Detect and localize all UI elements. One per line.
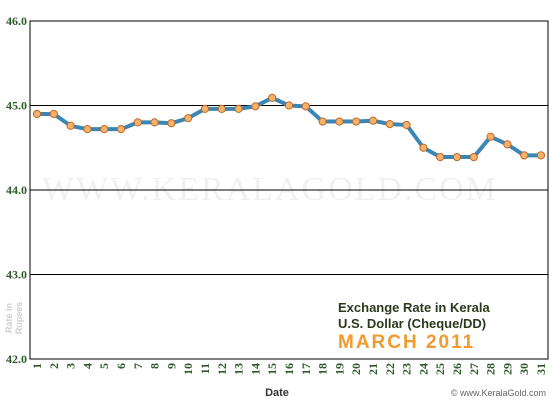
x-tick-label: 27 — [467, 363, 481, 375]
x-tick-label: 5 — [97, 363, 111, 369]
data-point — [83, 125, 92, 134]
x-tick-label: 19 — [332, 363, 346, 375]
data-point — [150, 118, 159, 127]
data-point — [452, 152, 462, 162]
data-point — [402, 120, 411, 130]
data-point — [66, 121, 75, 130]
x-tick-label: 13 — [232, 363, 246, 375]
x-tick-label: 26 — [450, 363, 464, 375]
x-axis-ticks: 1 2 3 4 5 6 7 8 9 10 11 12 13 14 15 16 17 18 19 20 21 22 23 24 2… — [30, 363, 548, 375]
data-point — [301, 102, 310, 111]
x-tick-label: 31 — [534, 363, 548, 375]
data-point — [234, 104, 243, 113]
data-point — [335, 117, 344, 126]
data-point — [503, 140, 512, 149]
x-tick-label: 12 — [215, 363, 229, 375]
data-point — [167, 119, 176, 128]
data-point — [486, 132, 495, 141]
data-point — [318, 117, 327, 126]
x-tick-label: 3 — [64, 363, 78, 369]
x-tick-label: 23 — [400, 363, 414, 375]
x-tick-label: 15 — [265, 363, 279, 375]
data-point — [352, 117, 361, 126]
data-point — [284, 101, 294, 110]
data-point — [536, 151, 546, 160]
y-tick-label: 42.0 — [6, 352, 27, 366]
x-tick-label: 18 — [316, 363, 330, 375]
x-tick-label: 29 — [500, 363, 514, 375]
data-point — [251, 102, 260, 111]
x-tick-label: 14 — [248, 363, 262, 375]
chart-title-month: MARCH 2011 — [338, 332, 475, 353]
data-point — [133, 118, 142, 127]
data-point — [116, 125, 126, 134]
data-point — [49, 109, 58, 119]
chart-title-line2: U.S. Dollar (Cheque/DD) — [338, 316, 486, 331]
credit-text: © www.KeralaGold.com — [451, 388, 546, 398]
data-point — [100, 125, 109, 134]
x-tick-label: 7 — [131, 363, 145, 369]
y-tick-label: 45.0 — [6, 99, 27, 113]
data-point — [200, 104, 210, 113]
y-tick-label: 46.0 — [6, 14, 27, 28]
data-points — [32, 93, 546, 162]
x-tick-label: 28 — [484, 363, 498, 375]
x-tick-label: 20 — [349, 363, 363, 375]
x-axis-label: Date — [265, 387, 289, 399]
data-point — [184, 114, 193, 123]
x-tick-label: 6 — [114, 363, 128, 369]
y-axis-ticks: 42.0 43.0 44.0 45.0 46.0 — [6, 14, 27, 366]
data-point — [385, 119, 394, 129]
x-tick-label: 4 — [80, 363, 94, 369]
data-point — [268, 93, 277, 102]
data-point — [217, 104, 226, 113]
x-tick-label: 30 — [517, 363, 531, 375]
x-tick-label: 10 — [181, 363, 195, 375]
y-tick-label: 43.0 — [6, 268, 27, 282]
x-tick-label: 2 — [47, 363, 61, 369]
x-tick-label: 25 — [433, 363, 447, 375]
data-point — [368, 116, 378, 125]
x-tick-label: 8 — [148, 363, 162, 369]
x-tick-label: 21 — [366, 363, 380, 375]
x-tick-label: 16 — [282, 363, 296, 375]
y-axis-label-line2: Rupees — [14, 302, 24, 335]
chart-title-line1: Exchange Rate in Kerala — [338, 300, 490, 315]
data-point — [32, 109, 42, 119]
x-tick-label: 22 — [383, 363, 397, 375]
plot-frame — [29, 20, 549, 360]
y-axis-label-line1: Rate in — [4, 303, 14, 333]
data-point — [469, 152, 478, 162]
x-tick-label: 9 — [164, 363, 178, 369]
data-point — [419, 143, 428, 152]
data-point — [436, 152, 445, 162]
y-tick-label: 44.0 — [6, 183, 27, 197]
x-tick-label: 24 — [416, 363, 430, 375]
x-tick-label: 17 — [299, 363, 313, 375]
data-point — [520, 151, 529, 160]
x-tick-label: 1 — [30, 363, 44, 369]
x-tick-label: 11 — [198, 363, 212, 374]
